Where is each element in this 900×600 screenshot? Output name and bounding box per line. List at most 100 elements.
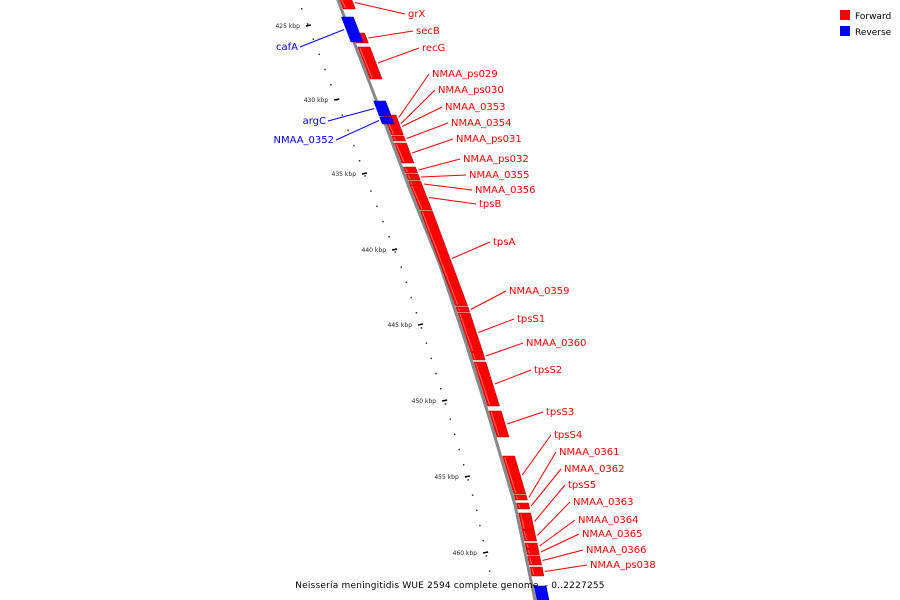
nmaa-0355-label: NMAA_0355 bbox=[469, 170, 530, 181]
nmaa-ps030-leader-line bbox=[400, 89, 436, 124]
cafa-leader-line bbox=[299, 29, 345, 48]
nmaa-0361-label: NMAA_0361 bbox=[559, 447, 620, 458]
nmaa-0363-leader-line bbox=[537, 501, 571, 536]
nmaa-0364-leader-line bbox=[539, 519, 576, 547]
nmaa-0354-label: NMAA_0354 bbox=[451, 118, 512, 129]
scale-dot bbox=[462, 464, 465, 466]
legend-reverse-label: Reverse bbox=[855, 28, 892, 38]
nmaa-ps031-gene-feature-highlight bbox=[395, 143, 405, 163]
nmaa-ps030-label: NMAA_ps030 bbox=[438, 85, 504, 96]
scale-dot bbox=[479, 524, 481, 527]
legend-forward-label: Forward bbox=[855, 12, 891, 22]
nmaa-0365-label: NMAA_0365 bbox=[582, 529, 643, 540]
tick-label: 450 kbp bbox=[412, 398, 437, 405]
scale-dot bbox=[370, 190, 372, 192]
scale-dot bbox=[454, 433, 456, 436]
major-ticks: 425 kbp 430 kbp 435 kbp 440 kbp 445 kbp 450 k… bbox=[275, 23, 489, 557]
scale-dot bbox=[364, 175, 366, 177]
recg-label: recG bbox=[422, 43, 445, 54]
nmaa-0363-label: NMAA_0363 bbox=[573, 497, 634, 508]
nmaa-ps032-label: NMAA_ps032 bbox=[463, 154, 529, 165]
nmaa-0363-gene-feature-highlight bbox=[523, 530, 528, 541]
tpss3-gene-feature bbox=[488, 410, 510, 438]
tpss5-label: tpsS5 bbox=[568, 480, 596, 491]
scale-dot bbox=[306, 23, 309, 25]
nmaa-0366-leader-line bbox=[542, 549, 584, 561]
nmaa-0355-gene-feature-highlight bbox=[407, 174, 411, 180]
scale-dot bbox=[400, 266, 402, 268]
tpsa-gene-feature bbox=[420, 210, 469, 307]
nmaa-0365-gene-feature bbox=[525, 548, 540, 556]
tpss5-gene-feature-highlight bbox=[520, 513, 525, 530]
secb-label: secB bbox=[416, 26, 440, 37]
nmaa-0359-leader-line bbox=[470, 290, 507, 310]
tpss1-label: tpsS1 bbox=[517, 314, 545, 325]
scale-dot bbox=[482, 540, 484, 542]
nmaa-0366-label: NMAA_0366 bbox=[586, 545, 647, 556]
nmaa-0360-label: NMAA_0360 bbox=[526, 338, 587, 349]
tick-label: 455 kbp bbox=[434, 474, 459, 481]
nmaa-0362-gene-feature bbox=[516, 502, 531, 510]
argc-leader-line bbox=[327, 108, 375, 122]
nmaa-0365-leader-line bbox=[540, 533, 580, 553]
nmaa-0362-leader-line bbox=[530, 468, 562, 507]
scale-dot bbox=[312, 38, 315, 40]
scale-dot bbox=[324, 68, 326, 71]
genome-backbone bbox=[336, 0, 537, 600]
tpss2-leader-line bbox=[494, 369, 532, 385]
scale-dot bbox=[415, 312, 418, 314]
tpss1-gene-feature-highlight bbox=[459, 313, 474, 352]
tick-label: 460 kbp bbox=[453, 550, 478, 557]
nmaa-0359-gene-feature bbox=[455, 306, 471, 313]
scale-dot bbox=[376, 205, 378, 208]
legend: Forward Reverse bbox=[840, 10, 892, 38]
nmaa-0353-leader-line bbox=[401, 106, 443, 127]
gene-labels: grX secB recG cafA NMAA_ps029 NMAA_ps030 NMAA_… bbox=[273, 2, 656, 572]
grx-gene-feature bbox=[339, 0, 356, 10]
nmaa-0362-gene-feature-highlight bbox=[517, 503, 521, 509]
secb-leader-line bbox=[368, 30, 414, 39]
tick-label: 435 kbp bbox=[332, 171, 357, 178]
major-tick bbox=[482, 551, 489, 554]
scale-dot bbox=[425, 342, 428, 344]
tpss1-leader-line bbox=[478, 318, 515, 333]
scale-dot bbox=[485, 555, 488, 557]
nmaa-ps031-label: NMAA_ps031 bbox=[456, 134, 522, 145]
scale-dot bbox=[420, 327, 423, 329]
grx-gene-feature-highlight bbox=[341, 0, 346, 9]
scale-dot bbox=[488, 570, 491, 572]
tpsb-label: tpsB bbox=[479, 199, 501, 210]
tpss3-label: tpsS3 bbox=[546, 407, 574, 418]
nmaa-0352-label: NMAA_0352 bbox=[273, 135, 334, 146]
major-tick bbox=[391, 248, 398, 251]
nmaa-0364-label: NMAA_0364 bbox=[578, 515, 639, 526]
scale-dot bbox=[449, 418, 451, 420]
grx-leader-line bbox=[354, 2, 406, 15]
scale-dot bbox=[382, 220, 384, 223]
tpsb-gene-feature bbox=[409, 184, 433, 211]
scale-dot bbox=[440, 388, 442, 390]
major-tick bbox=[334, 98, 340, 101]
scale-dot bbox=[410, 296, 413, 299]
tick-label: 440 kbp bbox=[362, 247, 387, 254]
nmaa-ps029-leader-line bbox=[398, 73, 430, 118]
nmaa-0355-gene-feature bbox=[405, 173, 421, 181]
cafa-label: cafA bbox=[276, 42, 298, 53]
nmaa-0360-leader-line bbox=[485, 342, 524, 357]
nmaa-0355-leader-line bbox=[421, 174, 467, 178]
argc-gene-feature bbox=[373, 100, 392, 117]
scale-dot bbox=[458, 448, 460, 451]
major-tick bbox=[417, 323, 424, 326]
nmaa-0361-leader-line bbox=[528, 451, 557, 498]
scale-dot bbox=[444, 403, 447, 405]
tpss5-leader-line bbox=[534, 484, 566, 522]
tpsa-leader-line bbox=[451, 241, 491, 259]
nmaa-ps031-leader-line bbox=[411, 138, 454, 154]
nmaa-0354-gene-feature-highlight bbox=[393, 136, 397, 141]
tick-label: 430 kbp bbox=[304, 97, 329, 104]
nmaa-0352-leader-line bbox=[335, 120, 380, 141]
tpss2-label: tpsS2 bbox=[534, 365, 562, 376]
grx-label: grX bbox=[408, 9, 425, 20]
recg-gene-feature-highlight bbox=[359, 47, 373, 79]
tpss3-gene-feature-highlight bbox=[490, 411, 500, 437]
